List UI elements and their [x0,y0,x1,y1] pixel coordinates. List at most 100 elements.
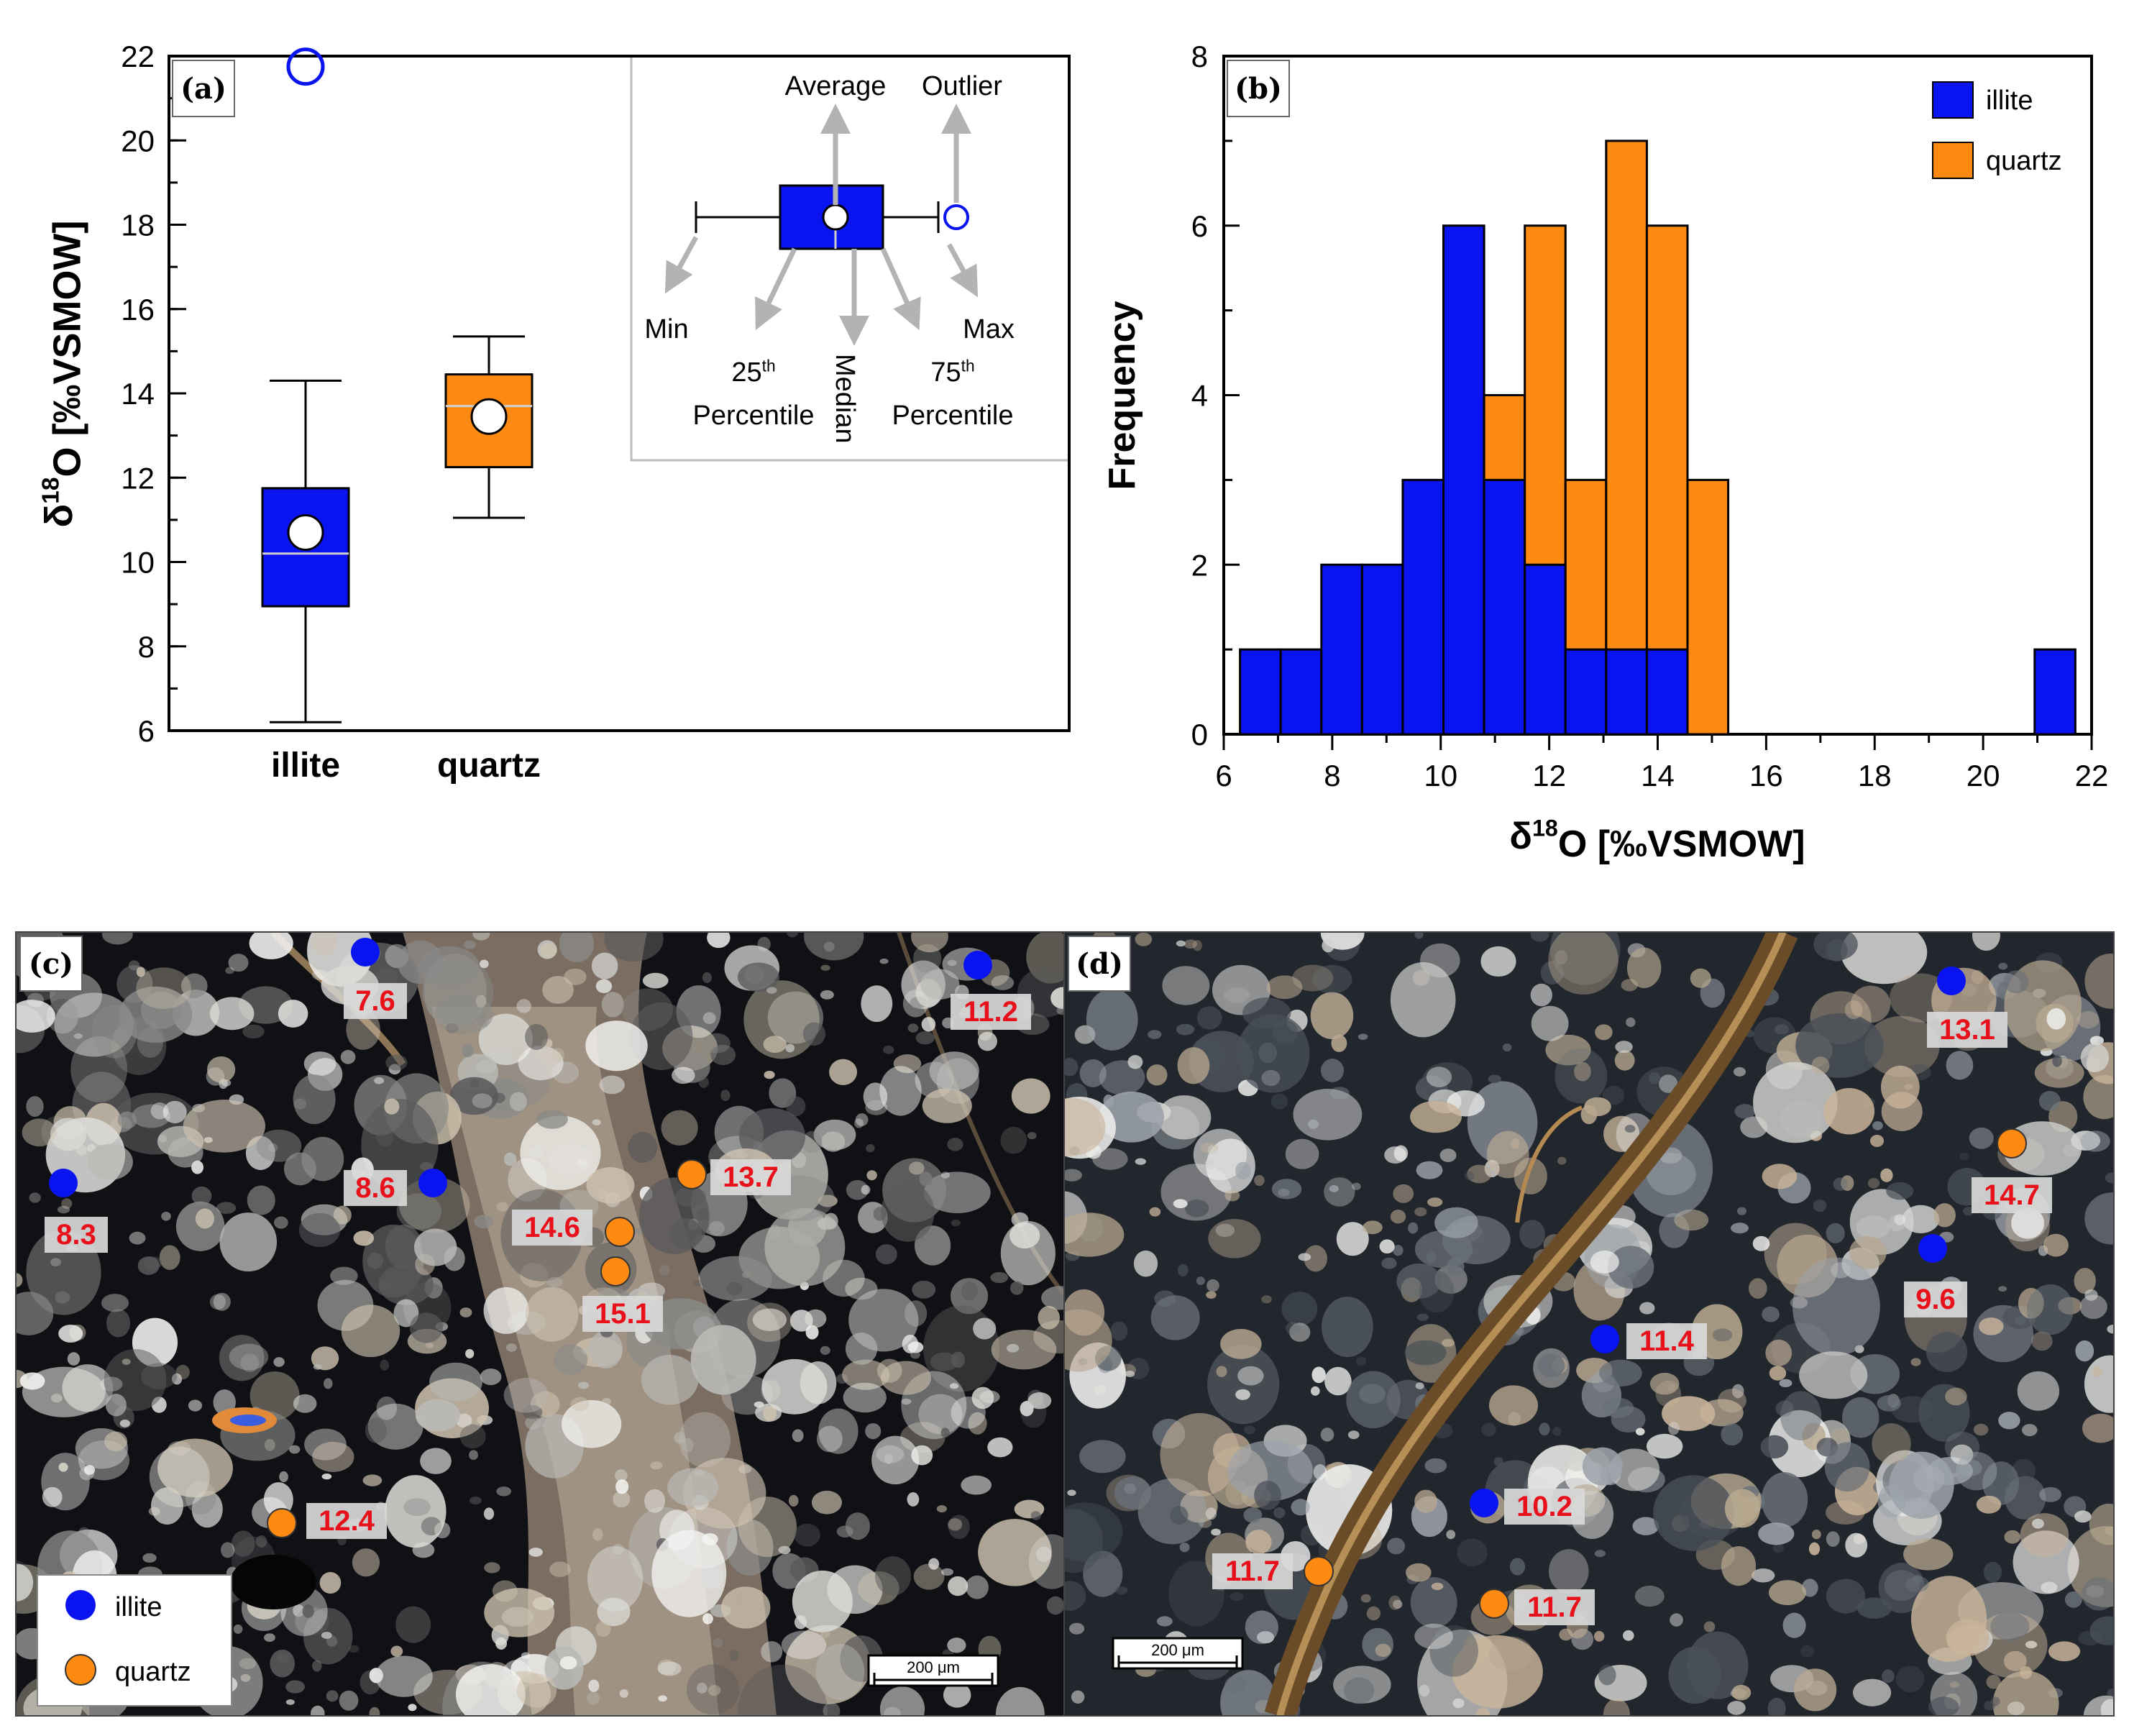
legend-arrow-75th [880,247,921,331]
quartz-point-label: 11.7 [1225,1555,1280,1587]
scale-bar-c-label: 200 μm [907,1658,960,1676]
x-tick-label-b: 22 [2075,759,2109,792]
bar-quartz [1483,394,1526,481]
bar-quartz [1564,478,1608,651]
panel-tag-c: (c) [29,947,73,981]
bar-quartz [1605,140,1648,651]
point-label-bg [306,1503,387,1539]
legend-text-min: Min [644,314,688,344]
illite-point-label: 9.6 [1915,1284,1956,1315]
illite-point-label: 7.6 [355,985,395,1017]
box-legend: Average Outlier Min 25th Percentile Median 75t… [644,71,1015,444]
y-tick-label-a: 8 [138,630,155,664]
bar-quartz [1524,224,1567,566]
y-tick-label-a: 10 [121,546,155,580]
quartz-point-marker [1479,1589,1509,1619]
x-tick-label-b: 18 [1858,759,1892,792]
y-axis-label-a: δ18O [‰VSMOW] [37,221,88,528]
quartz-point-label: 14.7 [1984,1179,2040,1211]
bar-illite [1320,563,1363,736]
box-illite [261,47,350,723]
point-label-bg [582,1296,663,1332]
scale-bar-d: 200 μm [1112,1637,1244,1670]
y-tick-label-a: 14 [121,377,155,411]
x-axis-label-b: δ18O [‰VSMOW] [1509,815,1805,865]
y-tick-label-b: 6 [1191,209,1208,243]
illite-point-marker [963,951,992,979]
point-label-bg [1514,1589,1595,1625]
x-tick-label-b: 6 [1215,759,1232,792]
legend-swatch-quartz [1932,142,1974,179]
point-label-bg [512,1210,592,1246]
y-tick-label-a: 22 [121,40,155,73]
illite-point-label: 13.1 [1939,1014,1995,1046]
illite-point-label: 8.6 [355,1172,395,1204]
point-label-bg [344,983,407,1019]
bar-illite [1279,648,1323,736]
x-tick-label-b: 20 [1967,759,2000,792]
micrograph-d: (d) 13.1 14.7 9.6 11.4 10.2 11.7 11.7 200 μm [1063,931,2115,1717]
bar-illite [1524,563,1567,736]
micrograph-c-legend: illite quartz [37,1574,232,1707]
legend-label-illite: illite [1986,86,2033,116]
quartz-point-marker [677,1159,707,1189]
bar-illite [1564,648,1608,736]
illite-point-label: 11.2 [963,996,1018,1028]
y-tick-label-b: 2 [1191,548,1208,582]
point-label-bg [344,1170,407,1206]
scale-bar-c: 200 μm [867,1654,999,1687]
y-tick-label-b: 0 [1191,718,1208,751]
illite-point-marker [1590,1325,1619,1353]
legend-average-marker [822,204,849,231]
y-tick-label-b: 8 [1191,40,1208,73]
illite-point-label: 10.2 [1516,1491,1572,1522]
bar-illite [1239,648,1282,736]
point-label-bg [1212,1553,1293,1589]
bar-illite [1401,478,1445,736]
x-category-label-illite: illite [271,746,340,785]
point-label-bg [1927,1012,2007,1048]
x-tick-label-b: 8 [1324,759,1340,792]
bar-illite [1483,478,1526,736]
point-label-bg [1626,1323,1707,1359]
average-marker-quartz [470,398,508,435]
legend-label-quartz: quartz [1986,146,2062,176]
y-tick-label-a: 6 [138,714,155,748]
quartz-point-marker [1304,1556,1334,1586]
panel-tag-d: (d) [1076,947,1123,981]
legend-text-average: Average [785,71,887,101]
histogram-panel: 6 8 10 12 14 16 18 20 22 0 2 4 6 8 (b) illite quartz F… [1102,40,2108,865]
bar-quartz [1686,478,1730,736]
legend-inset-frame [630,58,1068,462]
point-label-bg [45,1217,108,1253]
quartz-point-marker [1997,1128,2027,1159]
panel-tag-a-box [172,60,235,117]
bar-illite [1605,648,1648,736]
legend-text-outlier: Outlier [922,71,1002,101]
legend-text-median: Median [830,354,860,444]
outlier-marker-illite [286,47,325,86]
quartz-point-label: 15.1 [595,1298,651,1330]
panel-tag-c-box [19,936,83,992]
box-plot-panel: 6 8 10 12 14 16 18 20 22 Average Outlier Min 25th Pe… [37,40,1071,785]
legend-arrow-max [946,243,979,298]
quartz-point-marker [600,1256,631,1287]
x-tick-label-b: 10 [1424,759,1457,792]
average-marker-illite [287,513,324,551]
legend-text-max: Max [963,314,1015,344]
illite-point-marker [351,938,380,967]
quartz-point-label: 13.7 [723,1161,779,1193]
illite-point-label: 11.4 [1639,1325,1694,1357]
panel-tag-b-box [1227,60,1290,117]
legend-arrow-min [664,236,699,294]
point-label-bg [1504,1489,1585,1525]
illite-point-marker [1937,967,1966,995]
quartz-point-marker [267,1508,297,1538]
legend-c-quartz: quartz [115,1657,191,1687]
micrograph-c: (c) 7.6 11.2 8.3 8.6 13.7 14.6 15.1 12.4 illite… [15,931,1065,1717]
legend-text-percentile-25: Percentile [693,401,815,431]
histogram-legend: illite quartz [1932,81,2062,179]
legend-arrow-25th [755,247,797,330]
quartz-point-label: 11.7 [1527,1591,1582,1623]
